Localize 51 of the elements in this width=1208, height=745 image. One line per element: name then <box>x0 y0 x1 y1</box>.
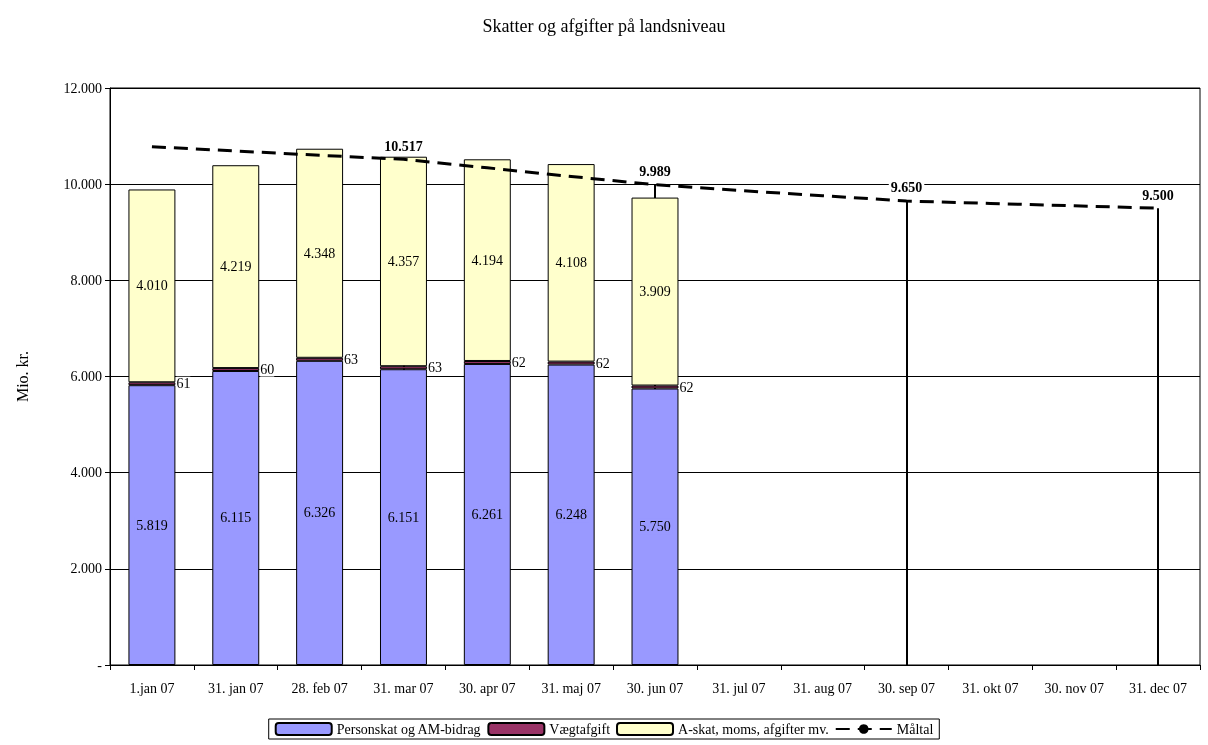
data-label: 63 <box>344 351 359 367</box>
data-label: 61 <box>176 376 191 392</box>
data-label: 60 <box>260 362 275 378</box>
y-tick-label: 10.000 <box>63 176 102 192</box>
x-tick-label: 31. okt 07 <box>962 680 1019 696</box>
y-axis-title: Mio. kr. <box>13 350 31 403</box>
x-tick-label: 31. jul 07 <box>712 680 766 696</box>
x-tick-label: 30. jun 07 <box>626 680 684 696</box>
x-tick-label: 31. aug 07 <box>793 680 853 696</box>
data-label: 5.750 <box>639 519 671 535</box>
y-tick-label: 4.000 <box>70 465 102 481</box>
ref-line-label: 9.650 <box>890 180 923 196</box>
x-tick-label: 30. apr 07 <box>459 680 516 696</box>
data-label: 62 <box>679 379 694 395</box>
data-label: 4.108 <box>555 255 587 271</box>
x-tick-label: 31. jan 07 <box>207 680 264 696</box>
data-label: 4.357 <box>387 253 420 269</box>
data-label: 3.909 <box>639 284 671 300</box>
legend-label: Personskat og AM-bidrag <box>336 721 481 737</box>
data-label: 4.219 <box>220 259 252 275</box>
data-label: 63 <box>427 360 442 376</box>
chart-title: Skatter og afgifter på landsniveau <box>482 16 726 36</box>
y-tick-label: 6.000 <box>70 369 102 384</box>
data-label: 6.261 <box>471 506 504 522</box>
legend-label: A-skat, moms, afgifter mv. <box>678 721 829 737</box>
data-label: 6.151 <box>387 509 420 525</box>
data-label: 4.010 <box>136 278 168 294</box>
data-label: 6.326 <box>303 505 336 521</box>
x-tick-label: 31. dec 07 <box>1129 680 1188 696</box>
y-tick-label: 12.000 <box>63 80 102 96</box>
legend-label: Måltal <box>896 721 934 737</box>
data-label: 62 <box>595 355 610 371</box>
x-tick-label: 31. maj 07 <box>541 680 601 696</box>
data-label: 4.194 <box>471 252 504 268</box>
y-tick-label: - <box>97 657 103 673</box>
ref-line-label: 9.500 <box>1142 187 1174 203</box>
data-label: 5.819 <box>136 517 168 533</box>
x-tick-label: 31. mar 07 <box>373 680 434 696</box>
x-tick-label: 28. feb 07 <box>291 680 348 696</box>
data-label: 6.115 <box>220 510 252 526</box>
x-tick-label: 1.jan 07 <box>129 680 175 696</box>
x-tick-label: 30. nov 07 <box>1044 680 1104 696</box>
y-tick-label: 8.000 <box>70 272 102 288</box>
x-tick-label: 30. sep 07 <box>877 680 936 696</box>
y-tick-label: 2.000 <box>70 561 102 577</box>
ref-line-label: 9.989 <box>639 164 671 180</box>
ref-line-label: 10.517 <box>384 138 423 154</box>
data-label: 4.348 <box>303 245 336 261</box>
data-label: 6.248 <box>555 507 587 523</box>
legend-label: Vægtafgift <box>549 721 611 737</box>
data-label: 62 <box>511 354 526 370</box>
